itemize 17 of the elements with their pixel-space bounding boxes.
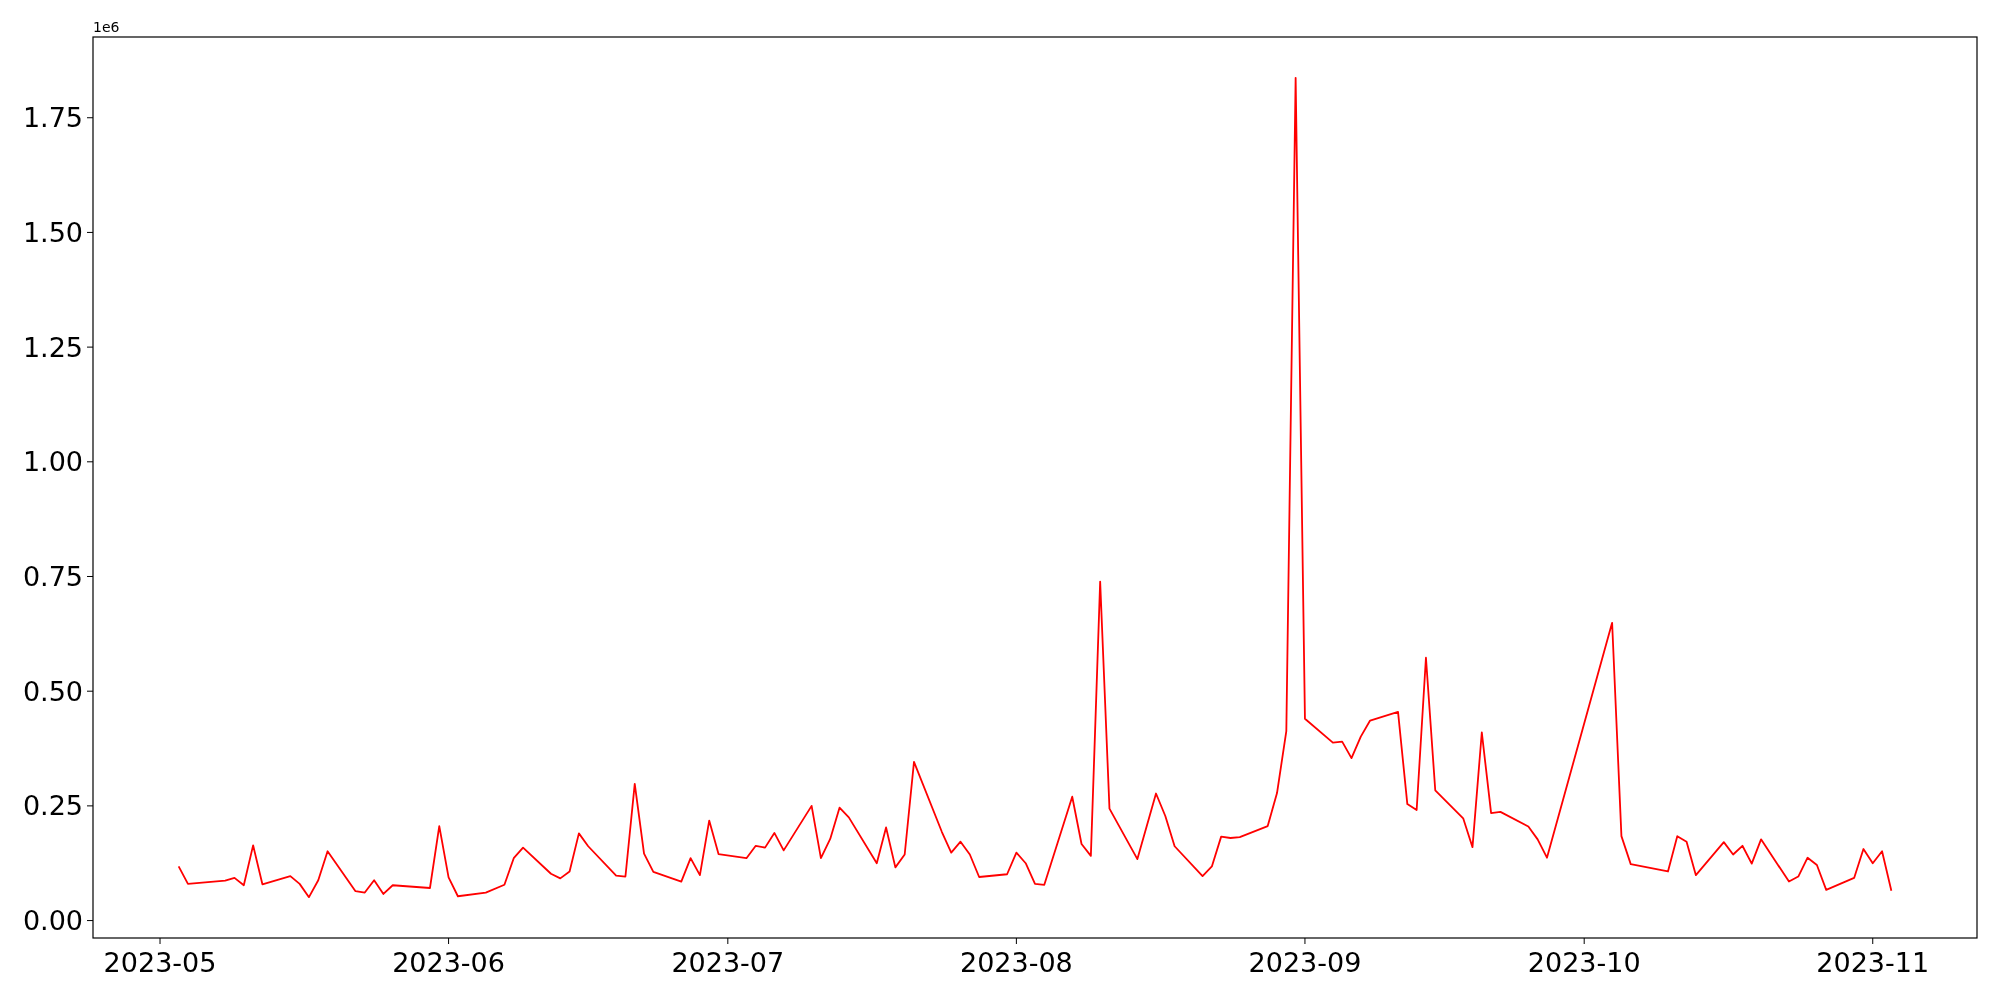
- y-tick-label: 0.75: [22, 560, 83, 592]
- y-tick-label: 1.75: [22, 102, 83, 134]
- x-tick-label: 2023-11: [1816, 947, 1930, 978]
- x-tick-label: 2023-09: [1248, 947, 1362, 978]
- line-series: [177, 76, 1893, 899]
- y-tick-label: 1.50: [22, 216, 83, 248]
- y-tick-label: 1.00: [22, 446, 83, 478]
- x-tick-label: 2023-07: [671, 947, 785, 978]
- x-tick-label: 2023-05: [103, 947, 217, 978]
- x-tick-label: 2023-08: [959, 947, 1073, 978]
- y-tick-label: 1.25: [22, 331, 83, 363]
- text: 1e6: [93, 19, 120, 35]
- y-tick-label: 0.50: [22, 675, 83, 707]
- y-tick-label: 0.25: [22, 790, 83, 822]
- x-tick-label: 2023-10: [1527, 947, 1641, 978]
- y-tick-label: 0.00: [22, 905, 83, 937]
- x-tick-label: 2023-06: [392, 947, 505, 978]
